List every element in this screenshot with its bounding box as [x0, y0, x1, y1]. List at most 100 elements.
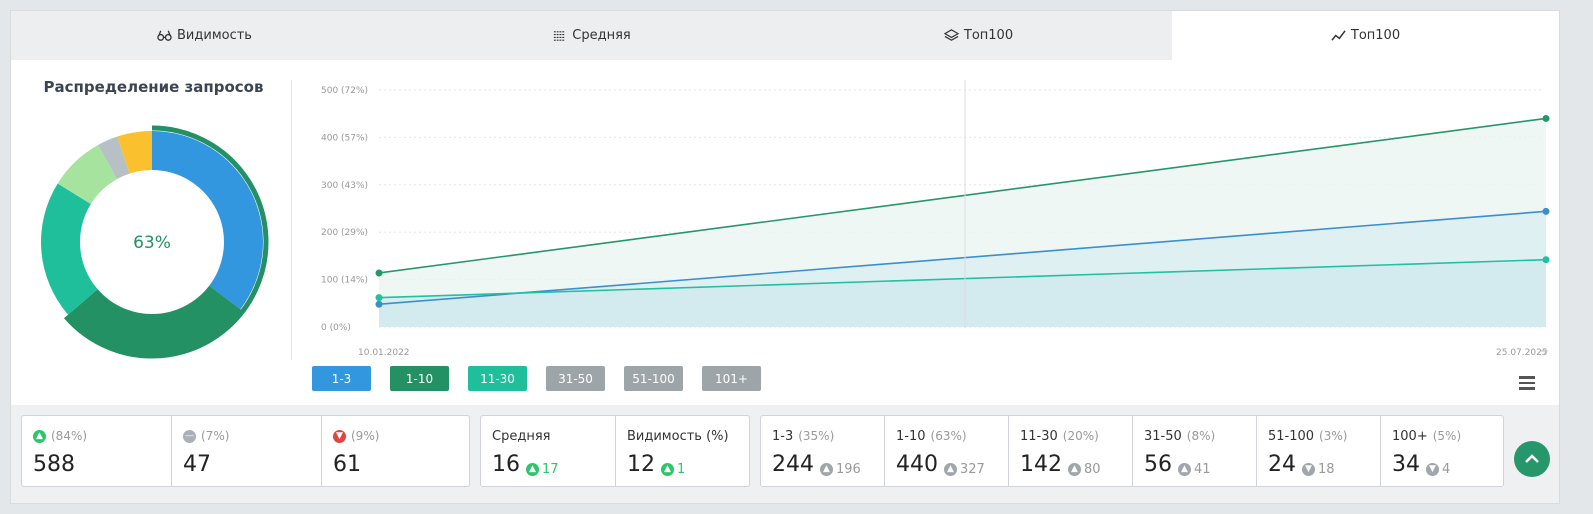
donut-segment-51-100[interactable] — [98, 136, 130, 180]
layers-icon — [943, 29, 959, 41]
donut-segment-11-30[interactable] — [40, 183, 98, 315]
summary-stats: Средняя 16 ▲ 17 Видимость (%) 12 ▲ 1 — [480, 415, 750, 487]
donut-segment-4-10[interactable] — [64, 285, 245, 358]
minus-icon: — — [183, 429, 196, 443]
legend-1-10[interactable]: 1-10 — [390, 366, 449, 391]
arrow-right-icon — [1541, 347, 1548, 355]
position-stats: 1-3 (35%) 244 ▲ 196 1-10 (63%) 440 ▲ 327 11-30 (20%… — [760, 415, 1504, 487]
donut-segment-31-50[interactable] — [57, 145, 117, 205]
stat-range-4: 51-100 (3%) 24 ▼ 18 — [1257, 416, 1381, 486]
y-tick-label: 0 (0%) — [321, 323, 351, 333]
data-point-1-3-0[interactable] — [375, 300, 383, 308]
tab-label: Видимость — [177, 28, 252, 43]
series-line-11-30 — [378, 258, 1547, 299]
stat-label: 31-50 — [1144, 428, 1182, 444]
series-line-1-3 — [378, 210, 1547, 306]
data-point-1-10-1[interactable] — [1542, 114, 1550, 122]
stat-delta: 1 — [677, 462, 686, 477]
stat-value: 588 — [33, 452, 75, 477]
tab-label: Средняя — [572, 28, 631, 43]
y-tick-label: 200 (29%) — [321, 228, 368, 238]
y-tick-label: 300 (43%) — [321, 181, 368, 191]
data-point-1-3-1[interactable] — [1542, 207, 1550, 215]
line-area-chart: 500 (72%) 400 (57%) 300 (43%) 200 (29%) 100 … — [321, 80, 1550, 358]
stat-pct: (3%) — [1319, 429, 1348, 443]
distribution-donut: 63% — [40, 125, 269, 359]
series-line-1-10 — [378, 117, 1547, 274]
series-area-11-30 — [379, 259, 1546, 327]
movement-stats: ▲ (84%) 588 — (7%) 47 ▼ (9%) 61 — [21, 415, 470, 487]
donut-center-label: 63% — [133, 233, 171, 253]
tab-top100[interactable]: Топ100 — [785, 11, 1172, 60]
stat-prev: 41 — [1194, 462, 1211, 477]
stat-pct: (9%) — [351, 429, 380, 443]
chevron-up-icon — [1525, 454, 1539, 463]
legend-11-30[interactable]: 11-30 — [468, 366, 527, 391]
stat-value: 61 — [333, 452, 361, 477]
stat-label: Средняя — [492, 428, 551, 444]
data-point-1-10-0[interactable] — [375, 269, 383, 277]
tab-label: Топ100 — [1350, 28, 1401, 43]
stat-label: 1-3 — [772, 428, 794, 444]
stat-prev: 196 — [836, 462, 861, 477]
stat-unchanged: — (7%) 47 — [172, 416, 322, 486]
stats-bar: ▲ (84%) 588 — (7%) 47 ▼ (9%) 61 Средняя 16 ▲… — [11, 405, 1559, 503]
stat-range-1: 1-10 (63%) 440 ▲ 327 — [885, 416, 1009, 486]
arrow-up-icon: ▲ — [1178, 463, 1191, 476]
stat-pct: (84%) — [51, 429, 88, 443]
stat-value: 12 — [627, 452, 655, 477]
stat-value: 47 — [183, 452, 211, 477]
scroll-to-top-button[interactable] — [1514, 441, 1550, 477]
legend-label: 1-3 — [331, 371, 352, 386]
tab-average[interactable]: Средняя — [398, 11, 785, 60]
tab-label: Топ100 — [963, 28, 1014, 43]
stat-prev: 327 — [960, 462, 985, 477]
stat-prev: 4 — [1442, 462, 1451, 477]
arrow-up-icon: ▲ — [1068, 463, 1081, 476]
hamburger-menu-icon[interactable] — [1519, 376, 1535, 390]
donut-segment-100+[interactable] — [117, 131, 152, 174]
stat-value: 16 — [492, 452, 520, 477]
tab-visibility[interactable]: Видимость — [11, 11, 398, 60]
stat-improved: ▲ (84%) 588 — [22, 416, 172, 486]
stat-label: 51-100 — [1268, 428, 1315, 444]
data-point-11-30-1[interactable] — [1542, 256, 1550, 264]
arrow-up-icon: ▲ — [661, 463, 674, 476]
arrow-up-icon: ▲ — [820, 463, 833, 476]
stat-label: 100+ — [1392, 428, 1428, 444]
stat-label: 1-10 — [896, 428, 926, 444]
stat-value: 244 — [772, 452, 814, 477]
arrow-up-icon: ▲ — [526, 463, 539, 476]
donut-segment-1-3[interactable] — [152, 131, 263, 310]
legend-51-100[interactable]: 51-100 — [624, 366, 683, 391]
stat-label: Видимость (%) — [627, 428, 729, 444]
x-axis-start-label: 10.01.2022 — [358, 348, 410, 358]
tab-top100-chart[interactable]: Топ100 — [1172, 11, 1559, 60]
arrow-up-icon: ▲ — [944, 463, 957, 476]
legend-31-50[interactable]: 31-50 — [546, 366, 605, 391]
data-point-11-30-0[interactable] — [375, 294, 383, 302]
legend-101-plus[interactable]: 101+ — [702, 366, 761, 391]
donut-top10-ring — [63, 125, 269, 359]
stat-value: 142 — [1020, 452, 1062, 477]
stat-pct: (20%) — [1062, 429, 1099, 443]
legend-label: 31-50 — [558, 371, 593, 386]
legend-label: 1-10 — [405, 371, 434, 386]
legend-1-3[interactable]: 1-3 — [312, 366, 371, 391]
stat-value: 34 — [1392, 452, 1420, 477]
stat-delta: 17 — [542, 462, 559, 477]
stat-declined: ▼ (9%) 61 — [322, 416, 469, 486]
series-legend: 1-3 1-10 11-30 31-50 51-100 101+ — [312, 366, 761, 391]
tab-bar: Видимость Средняя Топ100 Топ100 — [11, 11, 1559, 60]
y-tick-label: 400 (57%) — [321, 133, 368, 143]
arrow-down-icon: ▼ — [1426, 463, 1439, 476]
stat-value: 24 — [1268, 452, 1296, 477]
stat-pct: (63%) — [930, 429, 967, 443]
stat-prev: 80 — [1084, 462, 1101, 477]
y-tick-label: 500 (72%) — [321, 86, 368, 96]
legend-label: 51-100 — [632, 371, 675, 386]
stat-average: Средняя 16 ▲ 17 — [481, 416, 616, 486]
stat-range-3: 31-50 (8%) 56 ▲ 41 — [1133, 416, 1257, 486]
stat-value: 56 — [1144, 452, 1172, 477]
arrow-down-icon: ▼ — [1302, 463, 1315, 476]
